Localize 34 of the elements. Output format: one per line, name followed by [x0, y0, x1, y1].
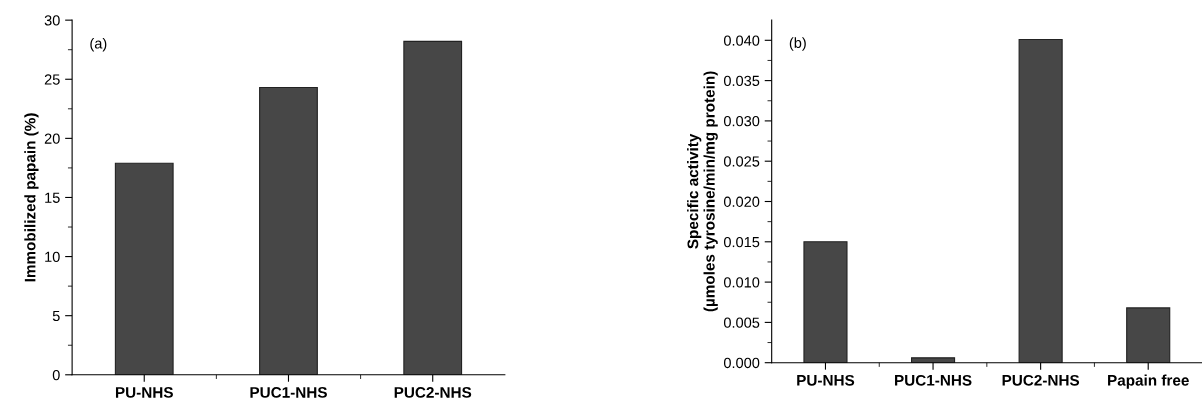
bar: [1126, 307, 1171, 363]
annotation: (b): [789, 37, 806, 51]
y-tick-label: 0.010: [723, 277, 760, 288]
x-tick-label: PUC1-NHS: [895, 374, 972, 386]
bar: [803, 241, 848, 363]
y-tick-label: 0.000: [723, 357, 760, 369]
y-tick-label: 10: [45, 251, 60, 262]
y-tick-label: 0.040: [723, 35, 760, 46]
y-tick-label: 5: [52, 310, 60, 322]
x-tick-label: PU-NHS: [115, 387, 173, 398]
annotation: (a): [90, 37, 107, 52]
y-tick-label: 0.015: [723, 236, 760, 248]
y-tick-label: 0.025: [723, 156, 760, 167]
y-tick-label: 0: [52, 369, 60, 381]
y-tick-label: 0.030: [723, 116, 760, 127]
bar: [259, 86, 318, 375]
bar: [910, 357, 956, 363]
bar: [114, 162, 174, 375]
y-axis-title: Immobilized papain (%): [24, 113, 39, 282]
y-tick-label: 30: [44, 15, 60, 26]
y-tick-label: 25: [44, 74, 60, 85]
y-tick-label: 20: [44, 133, 60, 144]
y-tick-label: 15: [45, 192, 60, 203]
bar: [403, 40, 463, 375]
y-tick-label: 0.020: [723, 196, 760, 207]
x-tick-label: PU-NHS: [797, 374, 855, 386]
y-axis-title: Specific activity (µmoles tyrosine/min/mg protein): [687, 71, 718, 312]
x-tick-label: PUC2-NHS: [1002, 374, 1080, 386]
x-tick-label: PUC1-NHS: [250, 387, 327, 398]
y-tick-label: 0.035: [723, 75, 760, 87]
bar: [1018, 38, 1063, 363]
x-tick-label: PUC2-NHS: [394, 387, 472, 398]
x-tick-label: Papain free: [1108, 374, 1189, 389]
y-tick-label: 0.005: [723, 317, 760, 328]
